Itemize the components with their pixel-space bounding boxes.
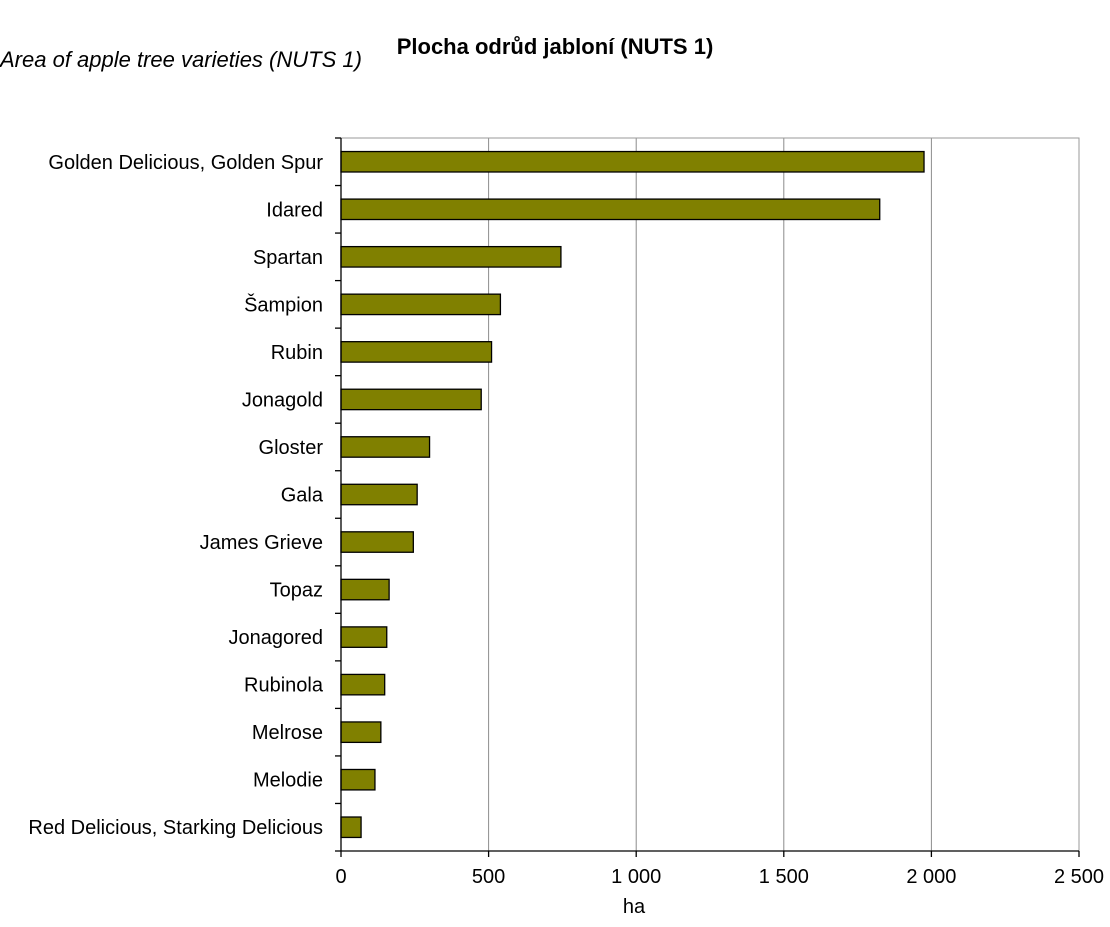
category-labels: Golden Delicious, Golden Spur Idared Spart…: [28, 152, 323, 839]
category-label: Melodie: [253, 770, 323, 792]
x-tick-label: 1 500: [759, 866, 809, 888]
category-label: Melrose: [252, 722, 323, 744]
bar: [340, 293, 502, 316]
category-label: Golden Delicious, Golden Spur: [48, 152, 323, 174]
category-label: Gloster: [259, 437, 324, 459]
x-tick-label: 2 000: [906, 866, 956, 888]
bar: [340, 816, 362, 839]
gridlines: [488, 138, 932, 851]
category-label: James Grieve: [200, 532, 323, 554]
bar: [340, 245, 562, 268]
x-tick-labels: 0 500 1 000 1 500 2 000 2 500: [335, 866, 1104, 888]
bar: [340, 483, 418, 506]
bar: [340, 721, 382, 744]
bar: [340, 626, 388, 648]
x-tick-label: 0: [335, 866, 346, 888]
plot-area-frame: [340, 137, 1080, 852]
bar: [340, 388, 482, 411]
x-tick-label: 500: [472, 866, 505, 888]
bar: [340, 150, 925, 173]
bar: [340, 768, 376, 791]
category-label: Spartan: [253, 247, 323, 269]
category-label: Gala: [281, 485, 324, 507]
category-label: Šampion: [244, 293, 323, 316]
bars: [340, 150, 925, 839]
chart-subtitle: Area of apple tree varieties (NUTS 1): [0, 47, 362, 72]
axes: [335, 137, 1080, 857]
bar: [340, 531, 414, 553]
category-label: Jonagored: [228, 627, 323, 649]
category-label: Red Delicious, Starking Delicious: [28, 817, 323, 839]
x-axis-title: ha: [623, 896, 646, 918]
x-tick-label: 2 500: [1054, 866, 1104, 888]
category-label: Jonagold: [242, 389, 323, 411]
bar: [340, 436, 431, 458]
chart-title: Plocha odrůd jabloní (NUTS 1): [396, 34, 714, 59]
bar: [340, 198, 881, 221]
x-tick-label: 1 000: [611, 866, 661, 888]
bar: [340, 673, 386, 696]
category-label: Rubinola: [244, 675, 324, 697]
bar: [340, 578, 390, 601]
category-label: Rubin: [271, 342, 323, 364]
category-label: Idared: [266, 199, 323, 221]
bar: [340, 341, 493, 363]
category-label: Topaz: [270, 580, 323, 602]
